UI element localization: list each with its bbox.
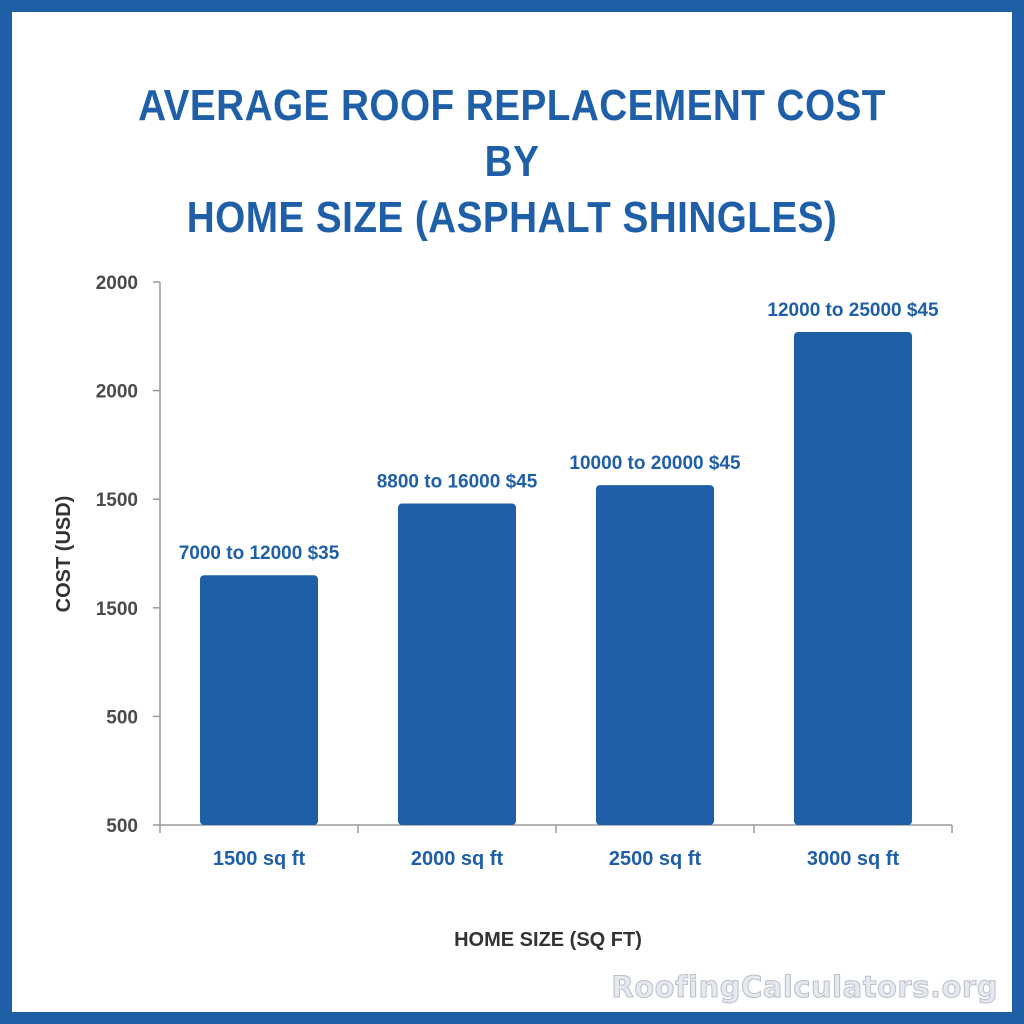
x-tick-label: 1500 sq ft	[213, 848, 306, 870]
bar-1	[200, 575, 318, 825]
bar-3	[596, 485, 714, 825]
bar-value-label: 7000 to 12000 $35	[179, 543, 340, 564]
y-tick-label: 1500	[96, 599, 138, 620]
bar-value-label: 10000 to 20000 $45	[569, 453, 741, 474]
bar-value-label: 8800 to 16000 $45	[377, 472, 538, 493]
x-tick-label: 2500 sq ft	[609, 848, 702, 870]
y-tick-label: 2000	[96, 273, 138, 294]
watermark-text: RoofingCalculators.org	[611, 970, 998, 1005]
chart-title-line-1: AVERAGE ROOF REPLACEMENT COST BY	[138, 81, 886, 186]
y-tick-label: 500	[106, 816, 138, 837]
y-axis-label: COST (USD)	[53, 496, 75, 613]
bar-value-label: 12000 to 25000 $45	[767, 300, 939, 321]
y-tick-label: 2000	[96, 382, 138, 403]
x-axis: 1500 sq ft 2000 sq ft 2500 sq ft 3000 sq ft	[159, 824, 953, 870]
chart-title: AVERAGE ROOF REPLACEMENT COST BY HOME SI…	[114, 78, 910, 246]
y-tick-label: 1500	[96, 490, 138, 511]
bar-2	[398, 503, 516, 825]
x-axis-label: HOME SIZE (SQ FT)	[454, 929, 642, 951]
y-tick-label: 500	[106, 707, 138, 728]
x-tick-label: 2000 sq ft	[411, 848, 504, 870]
y-axis: 500 500 1500 1500 2000 2000	[96, 273, 161, 837]
x-tick-label: 3000 sq ft	[807, 848, 900, 870]
bar-4	[794, 331, 912, 825]
data-labels: 7000 to 12000 $35 8800 to 16000 $45 10000 …	[179, 300, 939, 564]
chart-title-line-2: HOME SIZE (ASPHALT SHINGLES)	[186, 193, 838, 242]
bars	[200, 331, 912, 825]
